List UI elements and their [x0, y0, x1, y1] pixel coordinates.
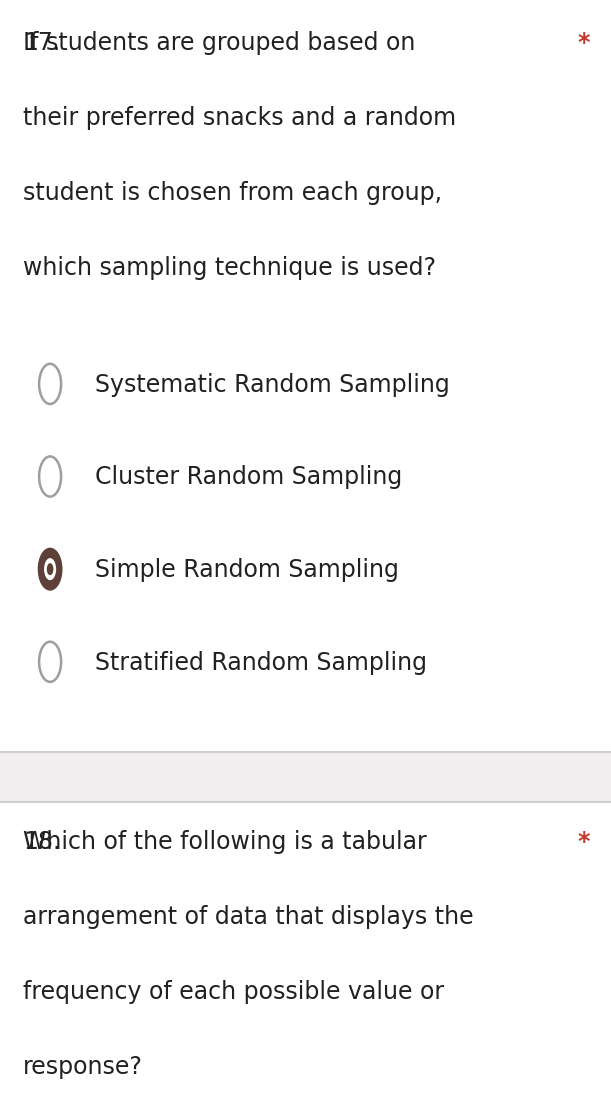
Text: student is chosen from each group,: student is chosen from each group, — [23, 181, 442, 205]
Circle shape — [47, 564, 53, 575]
Text: Which of the following is a tabular: Which of the following is a tabular — [23, 830, 427, 855]
Text: If students are grouped based on: If students are grouped based on — [23, 31, 415, 56]
Text: 17.: 17. — [23, 31, 60, 56]
Text: *: * — [577, 31, 590, 56]
Text: arrangement of data that displays the: arrangement of data that displays the — [23, 905, 474, 930]
Circle shape — [44, 558, 56, 580]
Text: Cluster Random Sampling: Cluster Random Sampling — [95, 465, 402, 490]
Text: response?: response? — [23, 1055, 143, 1079]
Text: their preferred snacks and a random: their preferred snacks and a random — [23, 106, 456, 131]
Text: which sampling technique is used?: which sampling technique is used? — [23, 256, 436, 280]
Bar — [0, 752, 611, 802]
Text: Stratified Random Sampling: Stratified Random Sampling — [95, 651, 426, 675]
Text: *: * — [577, 830, 590, 855]
Text: frequency of each possible value or: frequency of each possible value or — [23, 980, 444, 1004]
Text: Systematic Random Sampling: Systematic Random Sampling — [95, 373, 450, 397]
Circle shape — [39, 549, 61, 589]
Text: Simple Random Sampling: Simple Random Sampling — [95, 558, 398, 583]
Text: 18.: 18. — [23, 830, 60, 855]
